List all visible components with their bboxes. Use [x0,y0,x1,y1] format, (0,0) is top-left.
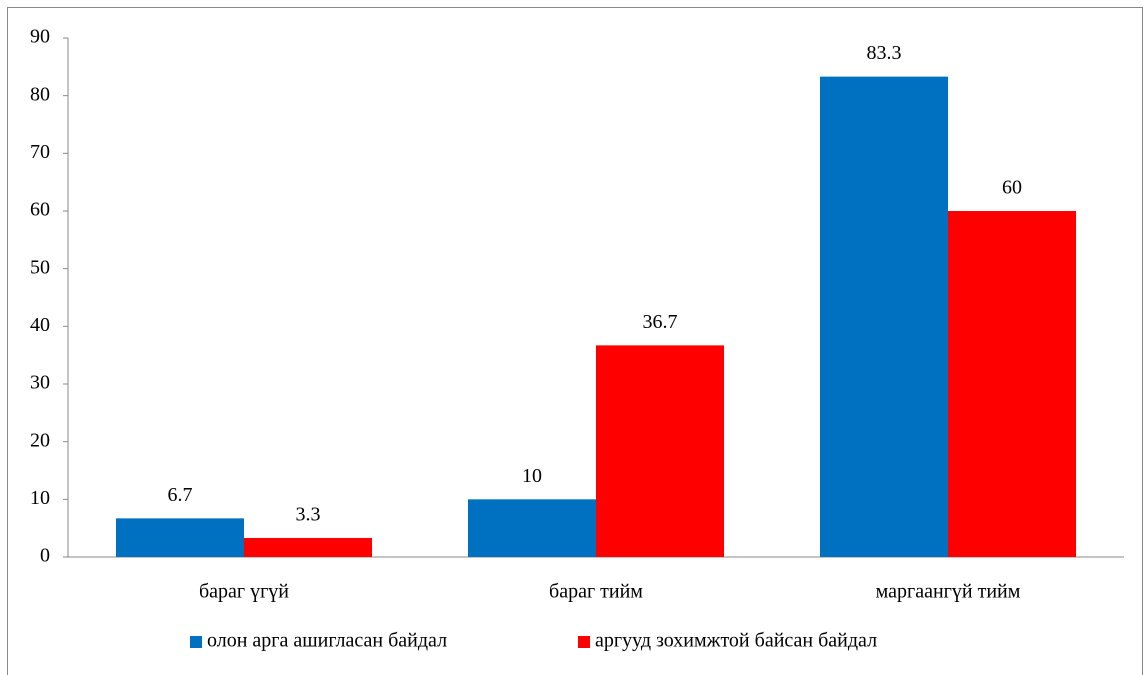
x-tick-label: маргаангүй тийм [876,581,1021,603]
y-tick-label: 10 [30,487,50,509]
data-label: 60 [1002,177,1022,199]
x-tick-label: бараг тийм [549,581,643,603]
legend-label: аргууд зохимжтой байсан байдал [595,630,877,652]
legend-swatch [190,636,202,648]
data-label: 83.3 [867,42,902,64]
data-label: 36.7 [643,311,678,333]
y-tick-label: 70 [30,141,50,163]
y-tick-label: 90 [30,26,50,48]
data-label: 3.3 [296,504,321,526]
legend-label: олон арга ашигласан байдал [207,630,447,652]
y-tick-label: 50 [30,256,50,278]
y-tick-label: 20 [30,429,50,451]
x-tick-label: бараг үгүй [199,581,289,603]
bar [948,211,1076,557]
y-tick-label: 80 [30,83,50,105]
legend-swatch [578,636,590,648]
bar [820,76,948,558]
y-tick-label: 30 [30,372,50,394]
data-label: 10 [522,465,542,487]
y-tick-label: 40 [30,314,50,336]
y-tick-label: 0 [40,545,50,567]
y-tick-label: 60 [30,199,50,221]
data-label: 6.7 [168,484,193,506]
bar [596,345,724,557]
bar [468,499,596,557]
bar [244,537,372,557]
bar [116,518,244,557]
chart-frame [7,7,1143,675]
